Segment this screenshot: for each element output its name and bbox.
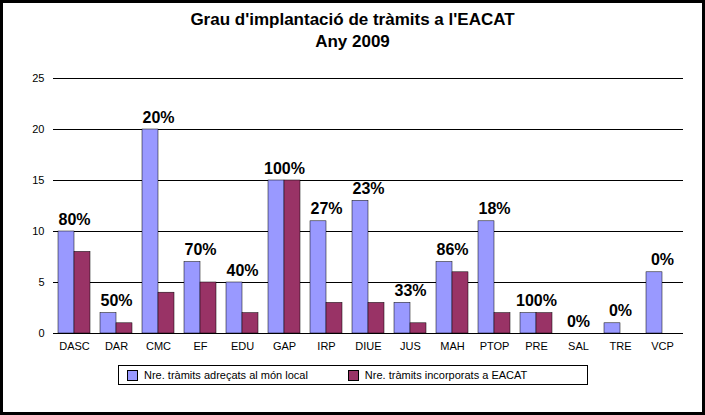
svg-text:70%: 70%	[184, 241, 216, 258]
svg-text:0: 0	[38, 327, 44, 339]
svg-text:0%: 0%	[609, 302, 632, 319]
svg-text:50%: 50%	[100, 292, 132, 309]
svg-text:10: 10	[32, 225, 44, 237]
html-text:Grau d'implantació de tràmits: Grau d'implantació de tràmits a l'EACAT	[190, 10, 515, 29]
svg-text:DASC: DASC	[59, 340, 90, 352]
svg-text:DIUE: DIUE	[355, 340, 381, 352]
html-text:Nre. tràmits incorporats a EAC: Nre. tràmits incorporats a EACAT	[364, 369, 528, 381]
svg-text:SAL: SAL	[568, 340, 589, 352]
svg-text:EDU: EDU	[231, 340, 254, 352]
svg-text:23%: 23%	[352, 180, 384, 197]
svg-text:40%: 40%	[226, 262, 258, 279]
svg-text:JUS: JUS	[400, 340, 421, 352]
svg-text:DAR: DAR	[105, 340, 128, 352]
svg-text:18%: 18%	[478, 200, 510, 217]
svg-text:15: 15	[32, 174, 44, 186]
svg-text:0%: 0%	[567, 313, 590, 330]
svg-text:EF: EF	[193, 340, 207, 352]
html-text:Any 2009: Any 2009	[315, 32, 390, 51]
svg-text:GAP: GAP	[273, 340, 296, 352]
svg-text:MAH: MAH	[440, 340, 465, 352]
html-text:Nre. tràmits adreçats al món l: Nre. tràmits adreçats al món local	[144, 369, 308, 381]
svg-text:86%: 86%	[436, 241, 468, 258]
svg-text:33%: 33%	[394, 282, 426, 299]
svg-text:100%: 100%	[516, 292, 557, 309]
svg-text:PRE: PRE	[525, 340, 548, 352]
svg-text:VCP: VCP	[651, 340, 674, 352]
svg-text:27%: 27%	[310, 200, 342, 217]
svg-text:0%: 0%	[651, 251, 674, 268]
svg-text:20%: 20%	[142, 109, 174, 126]
svg-text:100%: 100%	[264, 160, 305, 177]
svg-text:20: 20	[32, 123, 44, 135]
svg-text:25: 25	[32, 72, 44, 84]
svg-text:80%: 80%	[58, 211, 90, 228]
svg-text:IRP: IRP	[317, 340, 335, 352]
svg-text:PTOP: PTOP	[480, 340, 510, 352]
svg-text:CMC: CMC	[146, 340, 171, 352]
svg-text:TRE: TRE	[610, 340, 632, 352]
svg-text:5: 5	[38, 276, 44, 288]
